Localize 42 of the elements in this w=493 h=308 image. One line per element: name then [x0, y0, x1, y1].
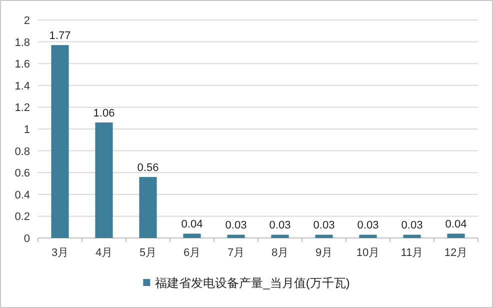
data-label: 0.56	[137, 162, 159, 174]
x-tick-label: 9月	[315, 247, 333, 259]
y-tick-label: 0.8	[14, 146, 30, 158]
x-tick-label: 8月	[271, 247, 289, 259]
bar	[139, 176, 157, 238]
data-label: 0.03	[225, 220, 247, 232]
bar	[51, 45, 69, 238]
legend-label: 福建省发电设备产量_当月值(万千瓦)	[155, 276, 350, 290]
bar	[271, 234, 289, 238]
y-tick-label: 1.8	[14, 36, 30, 49]
y-tick-label: 1.2	[14, 102, 30, 114]
bar	[403, 234, 421, 238]
x-tick-label: 5月	[139, 247, 157, 259]
y-tick-label: 1.6	[14, 58, 30, 71]
data-label: 1.06	[93, 107, 115, 120]
y-tick-label: 0.4	[14, 189, 30, 202]
data-label: 1.77	[49, 30, 71, 42]
data-label: 0.03	[357, 220, 379, 232]
y-tick-label: 2	[24, 15, 30, 27]
x-tick-label: 3月	[51, 247, 69, 259]
bar	[227, 234, 245, 238]
bar	[183, 234, 201, 238]
data-label: 0.03	[401, 220, 423, 232]
bar	[315, 234, 333, 238]
y-tick-label: 0.6	[14, 168, 30, 180]
x-tick-label: 12月	[444, 247, 468, 259]
data-label: 0.04	[445, 218, 467, 231]
data-label: 0.03	[269, 220, 291, 232]
bar	[447, 234, 465, 238]
data-label: 0.03	[313, 220, 335, 232]
y-tick-label: 1.4	[14, 80, 30, 92]
y-tick-label: 1	[24, 124, 30, 136]
x-tick-label: 11月	[400, 247, 424, 259]
data-label: 0.04	[181, 218, 203, 231]
x-tick-label: 6月	[183, 247, 201, 259]
x-tick-label: 4月	[95, 247, 113, 259]
y-tick-label: 0.2	[14, 211, 30, 224]
x-tick-label: 10月	[356, 247, 380, 259]
bar	[359, 234, 377, 238]
bar	[95, 122, 113, 238]
y-tick-label: 0	[24, 233, 30, 245]
x-tick-label: 7月	[227, 247, 245, 259]
